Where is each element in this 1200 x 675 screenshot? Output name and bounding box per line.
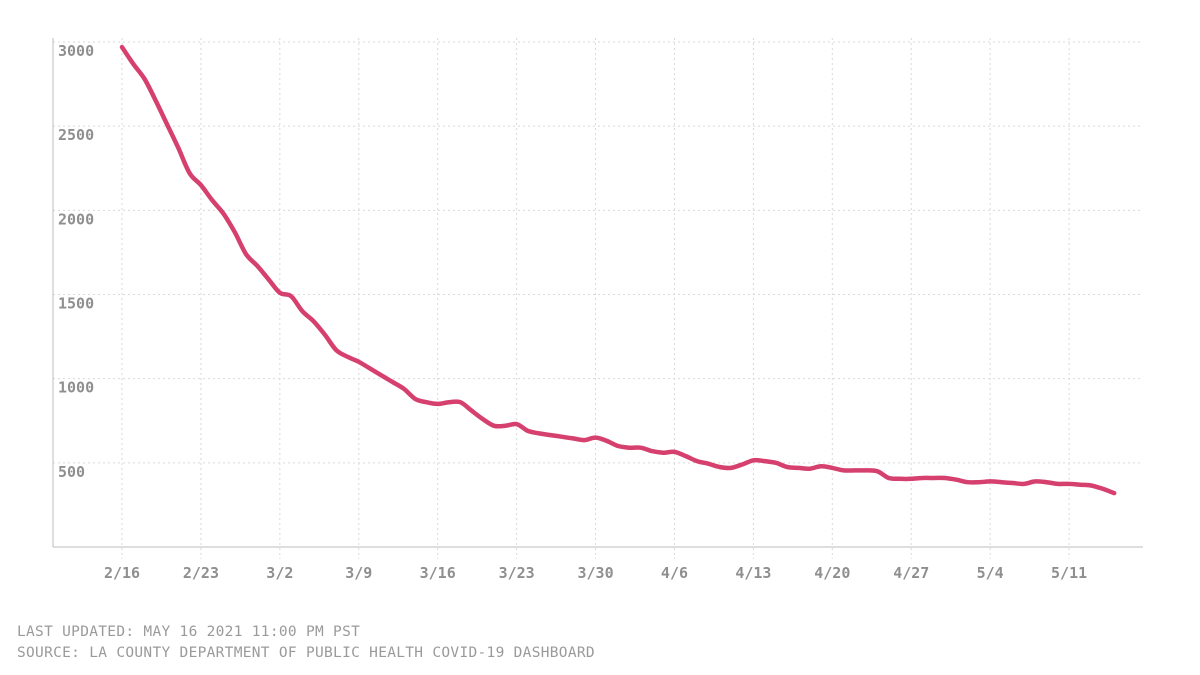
last-updated-note: LAST UPDATED: MAY 16 2021 11:00 PM PST — [17, 624, 361, 640]
x-tick-label: 3/16 — [420, 564, 456, 582]
y-tick-label: 1500 — [58, 295, 94, 313]
x-tick-label: 2/16 — [104, 564, 140, 582]
x-tick-label: 4/6 — [661, 564, 688, 582]
tick-labels: 500 1000 1500 2000 2500 3000 2/16 2/23 3/2 3/9 3/1… — [58, 42, 1087, 582]
y-tick-label: 500 — [58, 463, 85, 481]
x-tick-label: 2/23 — [183, 564, 219, 582]
y-tick-label: 2500 — [58, 126, 94, 144]
x-tick-label: 3/30 — [577, 564, 613, 582]
y-tick-label: 3000 — [58, 42, 94, 60]
y-tick-label: 1000 — [58, 379, 94, 397]
y-tick-label: 2000 — [58, 210, 94, 228]
axes — [52, 38, 1143, 548]
x-tick-label: 3/2 — [266, 564, 293, 582]
x-tick-label: 4/13 — [735, 564, 771, 582]
series-line — [119, 44, 1117, 496]
x-tick-label: 5/11 — [1051, 564, 1087, 582]
x-tick-label: 3/9 — [345, 564, 372, 582]
x-tick-label: 5/4 — [977, 564, 1004, 582]
source-note: SOURCE: LA COUNTY DEPARTMENT OF PUBLIC H… — [17, 645, 595, 661]
x-tick-label: 3/23 — [499, 564, 535, 582]
x-tick-label: 4/20 — [814, 564, 850, 582]
x-tick-label: 4/27 — [893, 564, 929, 582]
grid-lines — [53, 38, 1143, 559]
line-chart: 500 1000 1500 2000 2500 3000 2/16 2/23 3/2 3/9 3/1… — [52, 38, 1143, 582]
